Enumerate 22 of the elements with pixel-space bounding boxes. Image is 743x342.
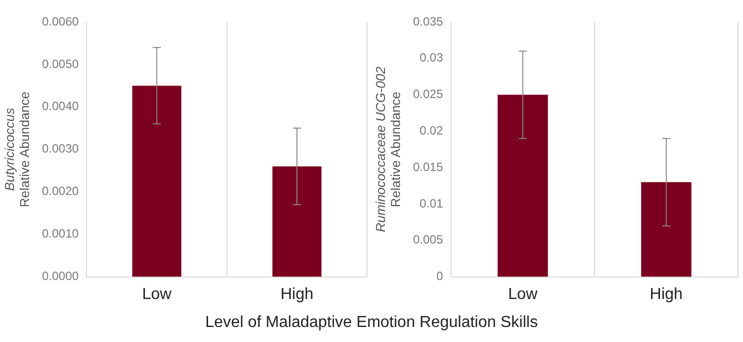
y-tick-label: 0.0060 <box>42 14 80 28</box>
y-tick-label: 0.025 <box>413 87 444 102</box>
y-tick-label: 0.035 <box>413 14 444 28</box>
y-tick-label: 0.005 <box>413 232 444 247</box>
x-tick-label: Low <box>508 286 538 303</box>
y-axis-title: Butyricicoccus Relative Abundance <box>2 92 32 208</box>
y-axis-title: Ruminococcaceae UCG-002 Relative Abundance <box>373 66 404 232</box>
y-tick-label: 0 <box>436 269 444 284</box>
y-tick-label: 0.03 <box>420 50 444 65</box>
x-axis-title: Level of Maladaptive Emotion Regulation Skills <box>204 314 539 332</box>
x-tick-label: High <box>650 286 683 303</box>
y-tick-label: 0.0040 <box>42 99 80 114</box>
y-tick-label: 0.0030 <box>42 142 80 156</box>
x-tick-label: Low <box>142 286 172 303</box>
y-tick-label: 0.01 <box>420 196 444 210</box>
y-tick-label: 0.0000 <box>42 269 80 284</box>
y-tick-label: 0.0020 <box>42 184 80 198</box>
x-tick-label: High <box>280 286 314 303</box>
y-tick-label: 0.0010 <box>42 226 80 241</box>
y-tick-label: 0.0050 <box>42 56 80 71</box>
y-tick-label: 0.02 <box>420 124 444 138</box>
y-tick-label: 0.015 <box>413 160 444 174</box>
